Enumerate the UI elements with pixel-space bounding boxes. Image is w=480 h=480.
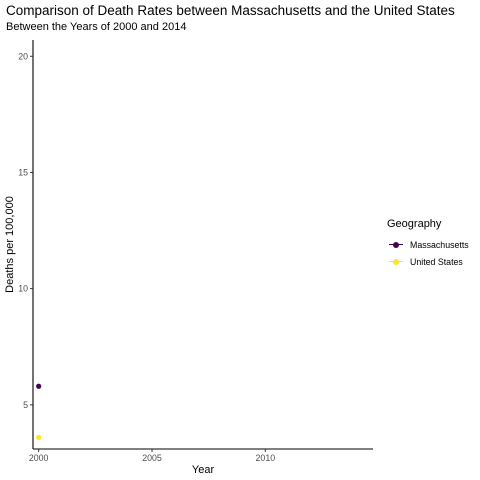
x-axis-title: Year: [192, 464, 215, 476]
legend: Geography Massachusetts United States: [387, 218, 479, 270]
legend-key-united-states: [387, 253, 405, 270]
chart-subtitle: Between the Years of 2000 and 2014: [6, 21, 187, 33]
legend-item-massachusetts: Massachusetts: [387, 236, 479, 253]
y-axis-title: Deaths per 100,000: [4, 196, 16, 293]
legend-title: Geography: [387, 218, 442, 230]
y-tick-label: 15: [18, 167, 28, 177]
data-point-united-states: [36, 434, 42, 440]
x-tick-label: 2005: [142, 453, 162, 463]
chart-title: Comparison of Death Rates between Massac…: [6, 3, 455, 18]
y-tick-label: 20: [18, 51, 28, 61]
x-tick-label: 2000: [29, 453, 49, 463]
legend-item-united-states: United States: [387, 253, 479, 270]
x-tick-label: 2010: [256, 453, 276, 463]
legend-label-massachusetts: Massachusetts: [410, 239, 469, 250]
legend-key-massachusetts: [387, 236, 405, 253]
legend-label-united-states: United States: [410, 256, 463, 267]
y-tick-label: 10: [18, 284, 28, 294]
data-point-massachusetts: [36, 383, 42, 389]
y-tick-label: 5: [23, 400, 28, 410]
